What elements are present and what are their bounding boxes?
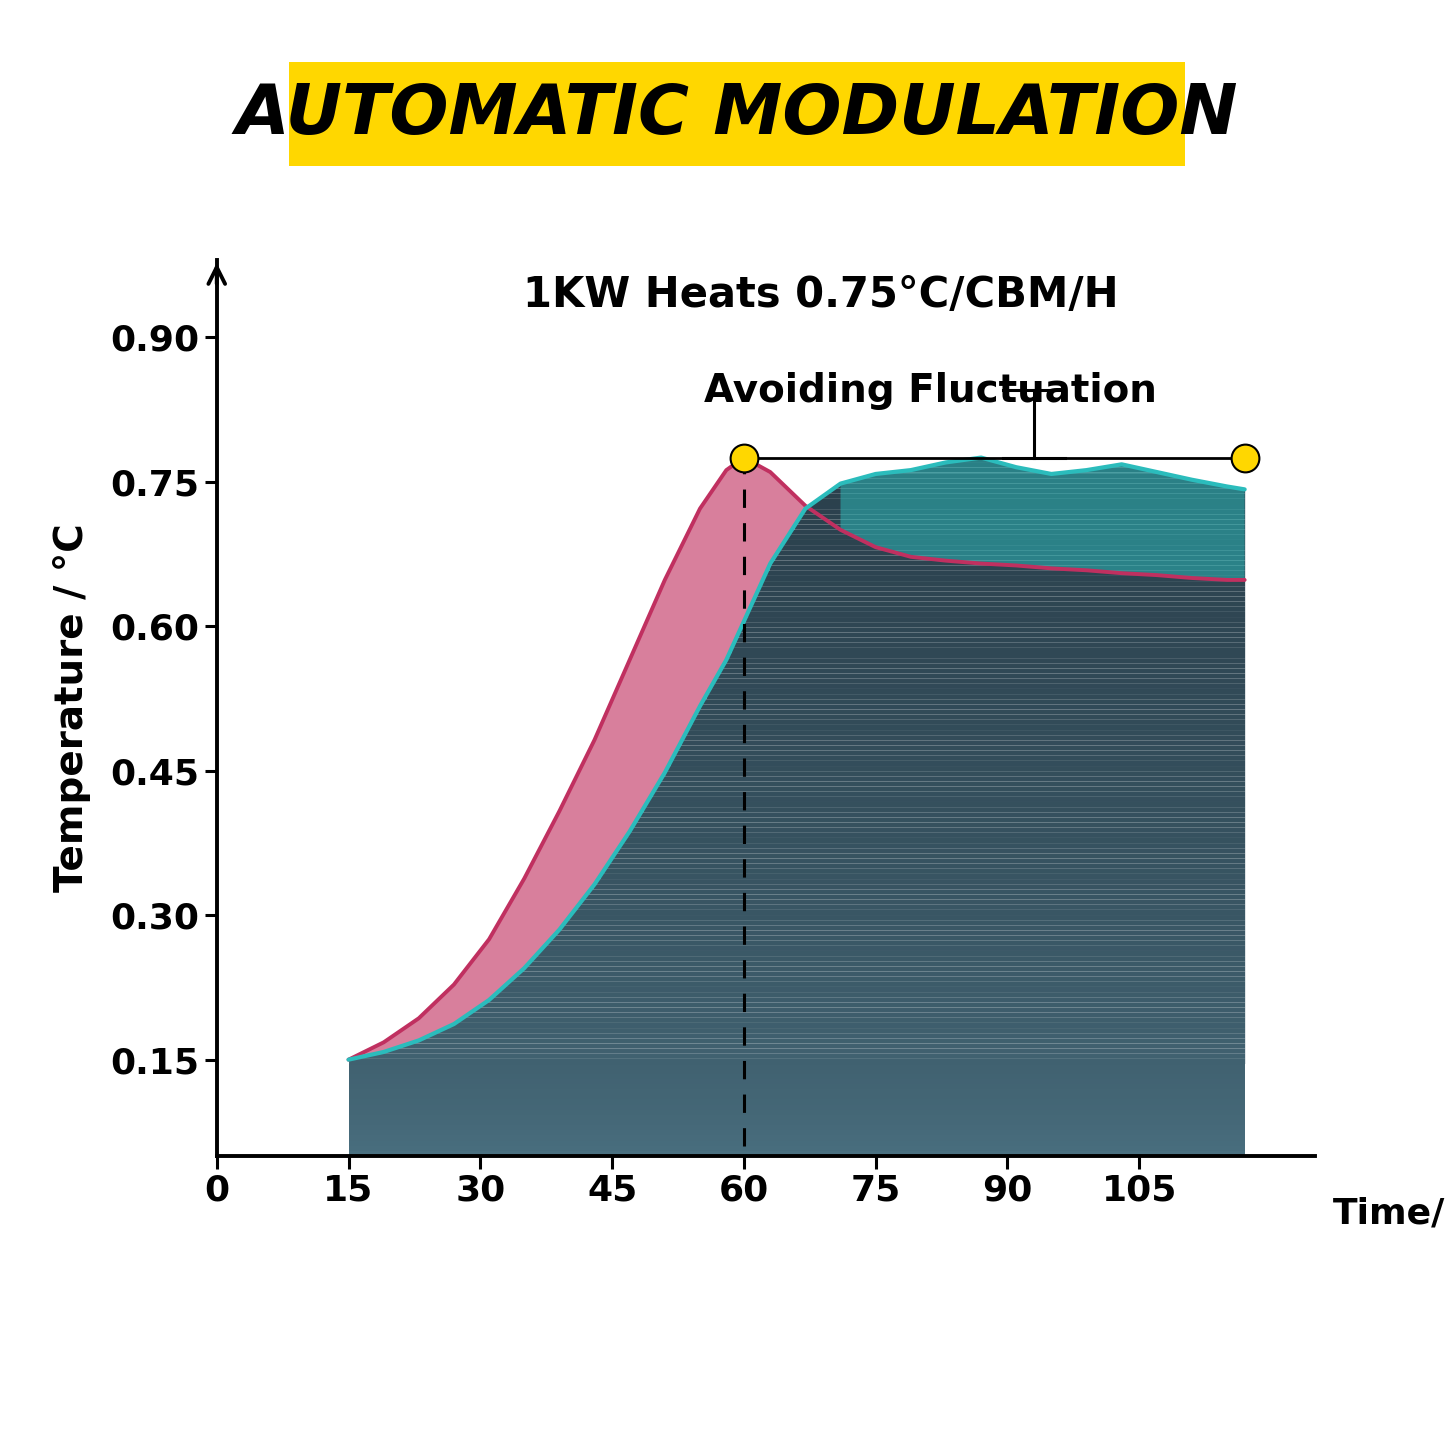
Text: AUTOMATIC MODULATION: AUTOMATIC MODULATION <box>236 81 1238 147</box>
Y-axis label: Temperature / °C: Temperature / °C <box>53 523 91 893</box>
Text: 1KW Heats 0.75°C/CBM/H: 1KW Heats 0.75°C/CBM/H <box>523 273 1118 315</box>
Text: Avoiding Fluctuation: Avoiding Fluctuation <box>704 371 1157 410</box>
Text: Time/min: Time/min <box>1332 1196 1445 1231</box>
